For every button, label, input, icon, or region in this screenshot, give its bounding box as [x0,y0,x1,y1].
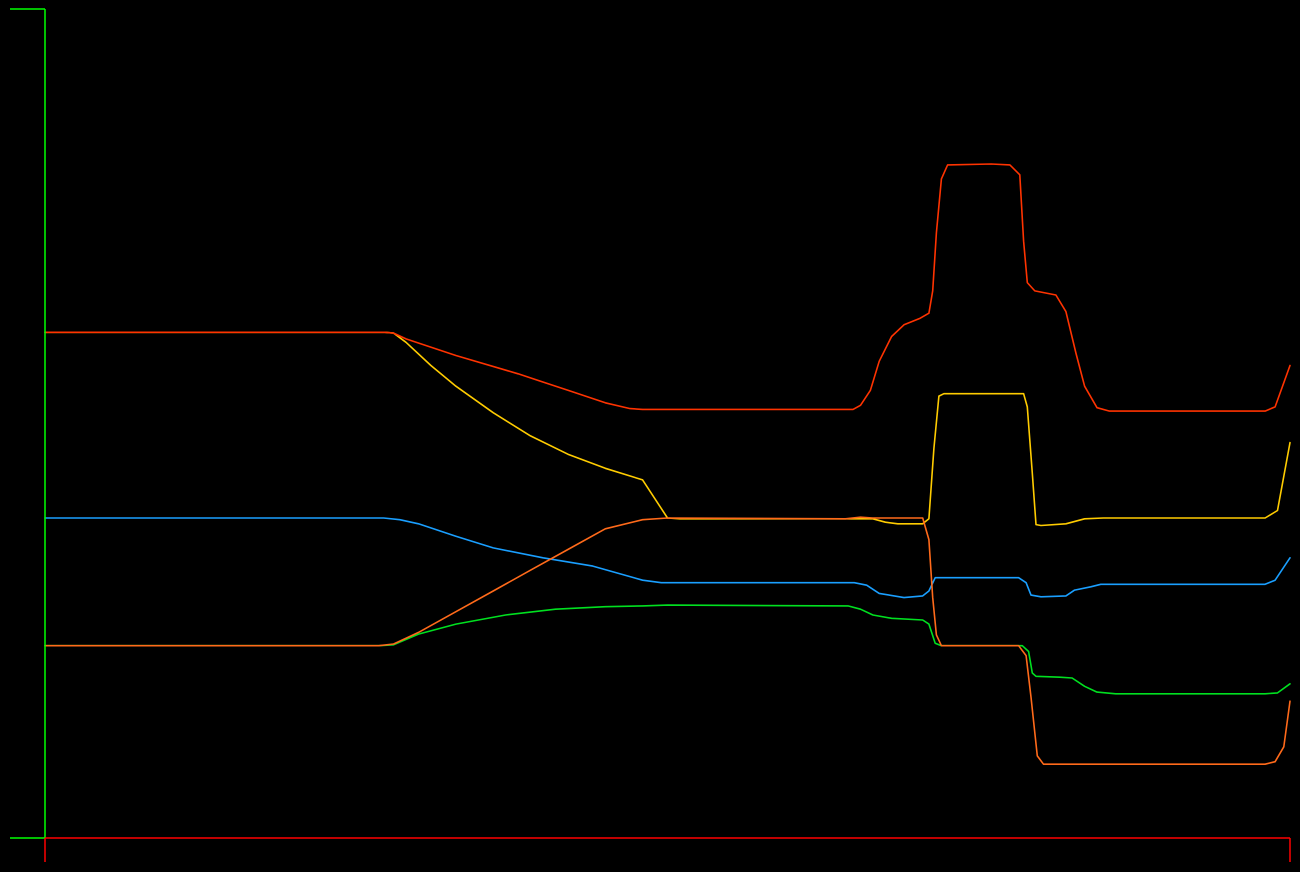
series-line-3 [44,517,1291,599]
series-line-1 [44,163,1291,412]
series-layer [44,163,1291,765]
series-line-2 [44,331,1291,527]
series-line-4 [44,604,1291,695]
series-line-5 [44,516,1291,765]
